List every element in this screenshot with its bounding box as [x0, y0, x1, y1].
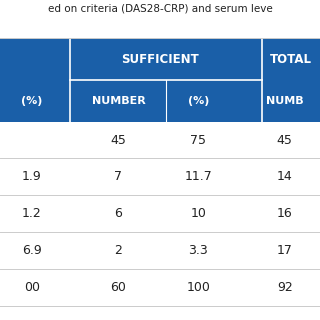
Text: 00: 00	[24, 281, 40, 294]
Text: (%): (%)	[21, 96, 43, 106]
Bar	[0, 80, 320, 122]
Text: NUMBER: NUMBER	[92, 96, 145, 106]
Bar	[0, 232, 320, 269]
Text: 3.3: 3.3	[188, 244, 208, 257]
Text: 100: 100	[187, 281, 210, 294]
Text: 17: 17	[277, 244, 293, 257]
Bar	[0, 122, 320, 158]
Text: 2: 2	[115, 244, 122, 257]
Text: 10: 10	[190, 207, 206, 220]
Text: 6.9: 6.9	[22, 244, 42, 257]
Bar	[0, 195, 320, 232]
Text: (%): (%)	[188, 96, 209, 106]
Text: 1.9: 1.9	[22, 170, 42, 183]
Text: 6: 6	[115, 207, 122, 220]
Text: 16: 16	[277, 207, 293, 220]
Text: 14: 14	[277, 170, 293, 183]
Bar	[0, 158, 320, 195]
Text: SUFFICIENT: SUFFICIENT	[121, 53, 199, 66]
Text: 45: 45	[110, 133, 126, 147]
Text: 45: 45	[277, 133, 293, 147]
Text: 11.7: 11.7	[185, 170, 212, 183]
Text: 7: 7	[115, 170, 123, 183]
Bar	[0, 269, 320, 306]
Text: ed on criteria (DAS28-CRP) and serum leve: ed on criteria (DAS28-CRP) and serum lev…	[48, 3, 272, 13]
Text: NUMB: NUMB	[266, 96, 304, 106]
Text: 75: 75	[190, 133, 206, 147]
Text: 92: 92	[277, 281, 293, 294]
Text: 1.2: 1.2	[22, 207, 42, 220]
Bar	[0, 38, 320, 80]
Text: TOTAL: TOTAL	[270, 53, 312, 66]
Text: 60: 60	[110, 281, 126, 294]
